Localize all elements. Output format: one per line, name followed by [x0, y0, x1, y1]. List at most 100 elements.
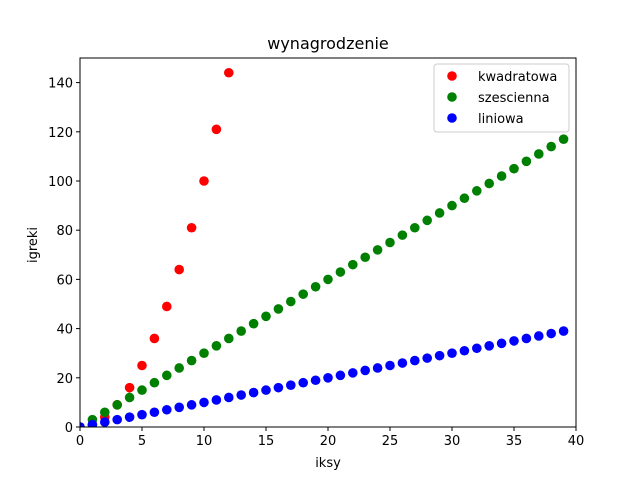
point-szescienna-37: [534, 149, 544, 159]
legend-label-szescienna: szescienna: [478, 91, 550, 106]
point-szescienna-34: [496, 171, 507, 181]
point-liniowa-32: [472, 343, 482, 354]
point-kwadratowa-8: [174, 264, 184, 275]
legend-marker-kwadratowa: [447, 71, 457, 81]
point-szescienna-3: [112, 400, 122, 410]
point-liniowa-9: [186, 400, 197, 410]
point-szescienna-36: [521, 156, 532, 167]
point-liniowa-34: [496, 338, 507, 349]
point-liniowa-33: [484, 341, 495, 351]
point-szescienna-20: [323, 274, 333, 285]
point-liniowa-27: [410, 355, 420, 366]
point-szescienna-30: [447, 200, 457, 211]
point-liniowa-31: [459, 345, 470, 356]
y-tick-label-120: 120: [48, 126, 73, 141]
point-szescienna-27: [410, 222, 420, 233]
point-szescienna-17: [286, 296, 296, 307]
point-szescienna-2: [100, 407, 110, 418]
x-tick-label-20: 20: [320, 434, 337, 449]
point-szescienna-10: [199, 348, 209, 359]
point-szescienna-26: [397, 230, 408, 240]
x-tick-label-40: 40: [568, 434, 585, 449]
point-szescienna-35: [509, 163, 519, 174]
point-liniowa-4: [124, 412, 135, 422]
point-szescienna-22: [348, 259, 358, 270]
point-liniowa-3: [112, 414, 122, 425]
point-szescienna-31: [459, 193, 470, 204]
point-kwadratowa-4: [124, 382, 135, 393]
legend-marker-szescienna: [447, 92, 457, 102]
x-tick-label-10: 10: [196, 434, 213, 449]
point-szescienna-5: [137, 385, 147, 395]
point-kwadratowa-7: [162, 301, 172, 312]
point-szescienna-24: [372, 245, 383, 255]
point-liniowa-30: [447, 348, 457, 359]
point-liniowa-37: [534, 331, 544, 341]
point-szescienna-29: [434, 208, 445, 218]
x-tick-label-0: 0: [76, 434, 84, 449]
point-liniowa-15: [261, 385, 271, 395]
point-liniowa-16: [273, 382, 284, 393]
point-liniowa-22: [348, 368, 358, 378]
point-liniowa-28: [422, 353, 433, 363]
legend-marker-liniowa: [447, 113, 457, 123]
point-szescienna-28: [422, 215, 433, 226]
point-liniowa-13: [236, 390, 246, 400]
plot-area: 0 5 10 15 20 25 30 35 40 0 20 40 60 80 100 120 140: [48, 57, 585, 449]
point-liniowa-39: [558, 326, 569, 336]
point-liniowa-10: [199, 397, 209, 408]
x-tick-label-5: 5: [138, 434, 146, 449]
point-szescienna-25: [385, 237, 395, 248]
point-liniowa-6: [149, 407, 160, 418]
y-tick-label-140: 140: [48, 77, 73, 92]
x-tick-label-15: 15: [258, 434, 275, 449]
point-kwadratowa-5: [137, 360, 147, 371]
point-szescienna-14: [248, 318, 259, 329]
point-szescienna-8: [174, 363, 184, 373]
point-liniowa-23: [360, 365, 371, 376]
point-szescienna-33: [484, 178, 495, 189]
point-kwadratowa-10: [199, 176, 209, 186]
point-szescienna-9: [186, 355, 197, 366]
point-kwadratowa-6: [149, 333, 160, 344]
point-kwadratowa-11: [211, 124, 222, 135]
point-szescienna-21: [335, 267, 346, 277]
points-group: [80, 67, 569, 427]
point-liniowa-0: [80, 422, 85, 427]
y-tick-label-80: 80: [56, 224, 73, 239]
point-liniowa-24: [372, 363, 383, 373]
legend-label-liniowa: liniowa: [478, 112, 524, 127]
point-liniowa-17: [286, 380, 296, 390]
point-liniowa-18: [298, 377, 309, 388]
point-liniowa-19: [310, 375, 321, 386]
point-liniowa-1: [87, 419, 98, 427]
point-liniowa-12: [224, 392, 234, 403]
point-liniowa-11: [211, 395, 222, 405]
point-liniowa-25: [385, 360, 395, 371]
point-szescienna-23: [360, 252, 371, 263]
point-liniowa-7: [162, 404, 172, 415]
point-liniowa-29: [434, 350, 445, 361]
x-tick-label-25: 25: [382, 434, 399, 449]
y-tick-label-100: 100: [48, 175, 73, 190]
point-szescienna-13: [236, 326, 246, 336]
point-liniowa-35: [509, 336, 519, 346]
point-szescienna-18: [298, 289, 309, 299]
y-tick-label-0: 0: [65, 421, 73, 436]
point-kwadratowa-12: [224, 67, 234, 78]
point-liniowa-38: [546, 328, 556, 339]
point-szescienna-32: [472, 186, 482, 196]
y-tick-label-40: 40: [56, 323, 73, 338]
point-szescienna-11: [211, 341, 222, 351]
y-axis-label: igreki: [26, 227, 41, 263]
x-tick-label-30: 30: [444, 434, 461, 449]
point-szescienna-6: [149, 377, 160, 388]
point-liniowa-14: [248, 387, 259, 398]
legend-box: [433, 63, 570, 133]
point-szescienna-4: [124, 392, 135, 403]
legend: kwadratowa szescienna liniowa: [433, 63, 570, 133]
y-tick-label-60: 60: [56, 273, 73, 288]
point-szescienna-19: [310, 281, 321, 292]
point-szescienna-15: [261, 311, 271, 322]
